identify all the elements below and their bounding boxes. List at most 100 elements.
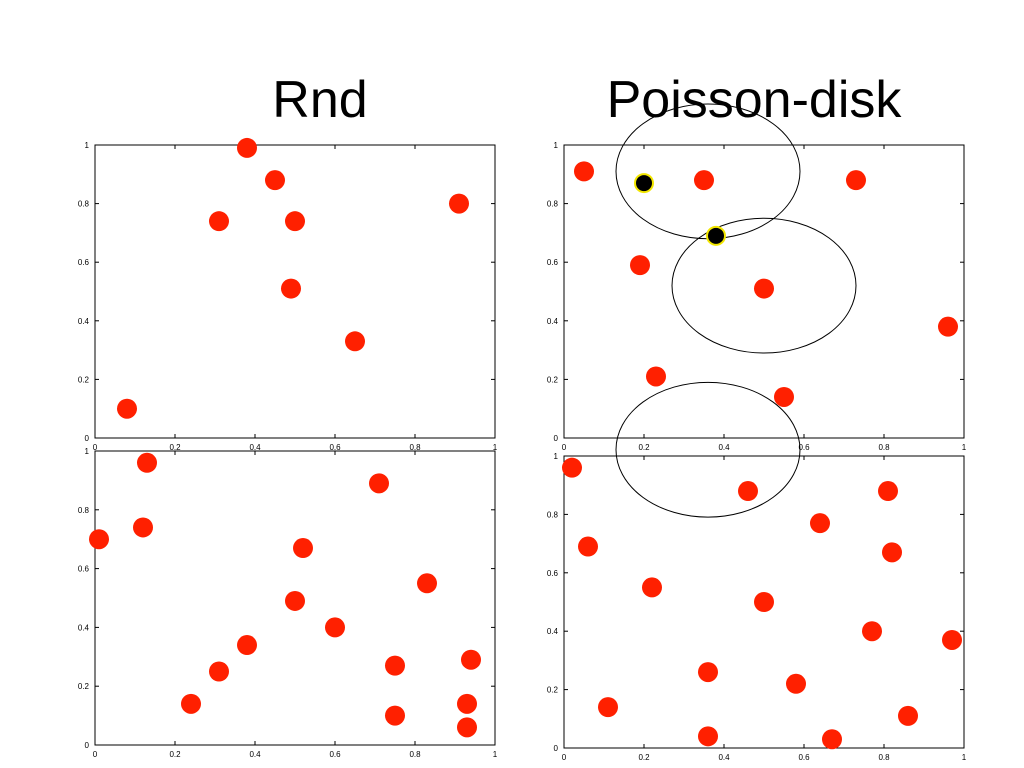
sample-point (786, 673, 806, 694)
x-tick-label: 0 (93, 443, 98, 452)
sample-point (325, 617, 345, 638)
y-tick-label: 0.6 (78, 258, 90, 267)
y-tick-label: 0.6 (547, 569, 559, 578)
sample-point (642, 577, 662, 598)
x-tick-label: 0.6 (798, 443, 810, 452)
x-tick-label: 0.4 (249, 443, 261, 452)
y-tick-label: 0.8 (78, 506, 90, 515)
sample-point (774, 386, 794, 407)
sample-point (578, 536, 598, 557)
y-tick-label: 0.2 (78, 375, 90, 384)
sample-point (738, 481, 758, 502)
sample-point (265, 170, 285, 191)
sample-point (369, 473, 389, 494)
panel-bottom-left: 0 0.2 0.4 0.6 0.8 1 0 0.2 0.4 0.6 0.8 1 (78, 447, 498, 759)
sample-point (598, 697, 618, 718)
sample-point (942, 629, 962, 650)
sample-point (281, 278, 301, 299)
y-tick-label: 1 (85, 447, 90, 456)
x-tick-label: 1 (493, 443, 498, 452)
plot-frame-top-right (563, 144, 965, 439)
y-tick-label: 0.2 (78, 682, 90, 691)
sample-point (754, 278, 774, 299)
sample-point (209, 211, 229, 232)
panel-top-right: 00.20.40.60.810 0.2 0.4 0.6 0.8 1 (547, 103, 967, 518)
panels-group: 00.20.40.60.810 0.2 0.4 0.6 0.8 100.20.40.60.… (78, 103, 967, 762)
sample-point (457, 717, 477, 738)
sample-point (630, 255, 650, 276)
sample-point (385, 705, 405, 726)
sample-point (822, 729, 842, 750)
x-tick-label: 0.6 (798, 753, 810, 762)
sample-point (449, 193, 469, 214)
y-tick-label: 0 (85, 434, 90, 443)
y-tick-label: 0 (554, 744, 559, 753)
y-tick-label: 0.4 (547, 627, 559, 636)
y-tick-label: 1 (554, 141, 559, 150)
x-tick-label: 0 (562, 443, 567, 452)
x-tick-label: 0.6 (329, 750, 341, 759)
x-tick-label: 0.2 (638, 443, 650, 452)
sample-point (810, 513, 830, 534)
x-tick-label: 0.8 (878, 753, 890, 762)
sample-point (457, 693, 477, 714)
sample-point (137, 452, 157, 473)
y-tick-label: 0 (85, 741, 90, 750)
sample-point (237, 635, 257, 656)
x-tick-label: 0.4 (718, 443, 730, 452)
sample-point (237, 137, 257, 158)
sample-point (698, 726, 718, 747)
x-tick-label: 0.8 (409, 443, 421, 452)
x-tick-label: 0.2 (638, 753, 650, 762)
sample-point (898, 705, 918, 726)
sample-point (285, 211, 305, 232)
sample-point (209, 661, 229, 682)
sample-point (89, 529, 109, 550)
poisson-disk-circle (671, 217, 857, 354)
y-tick-label: 0.8 (78, 200, 90, 209)
sample-point (181, 693, 201, 714)
x-tick-label: 1 (962, 753, 967, 762)
title-rnd: Rnd (272, 71, 367, 129)
sample-point (345, 331, 365, 352)
sample-point (694, 170, 714, 191)
sample-point (938, 316, 958, 337)
sample-point (385, 655, 405, 676)
x-tick-label: 1 (493, 750, 498, 759)
sample-point (882, 542, 902, 563)
y-tick-label: 0.8 (547, 200, 559, 209)
x-tick-label: 0.2 (169, 750, 181, 759)
sample-point (461, 649, 481, 670)
y-tick-label: 0.4 (78, 623, 90, 632)
sample-point (862, 621, 882, 642)
sample-point (117, 398, 137, 419)
x-tick-label: 0.4 (249, 750, 261, 759)
x-tick-label: 0 (93, 750, 98, 759)
highlight-point (634, 173, 654, 194)
y-tick-label: 1 (85, 141, 90, 150)
x-tick-label: 0.8 (409, 750, 421, 759)
title-poisson-disk: Poisson-disk (607, 71, 903, 129)
sample-point (285, 590, 305, 611)
poisson-disk-circle (615, 381, 801, 518)
y-tick-label: 1 (554, 452, 559, 461)
y-tick-label: 0.6 (78, 565, 90, 574)
sample-point (646, 366, 666, 387)
x-tick-label: 0.4 (718, 753, 730, 762)
sample-point (133, 517, 153, 538)
sample-point (698, 662, 718, 683)
y-tick-label: 0.4 (547, 317, 559, 326)
sample-point (846, 170, 866, 191)
x-tick-label: 0 (562, 753, 567, 762)
sample-point (878, 481, 898, 502)
highlight-point (706, 225, 726, 246)
x-tick-label: 0.8 (878, 443, 890, 452)
y-tick-label: 0.2 (547, 686, 559, 695)
sample-point (574, 161, 594, 182)
y-tick-label: 0.2 (547, 375, 559, 384)
panel-top-left: 0 0.2 0.4 0.6 0.8 1 0 0.2 0.4 0.6 0.8 1 (78, 137, 498, 452)
plot-frame-bottom-left (94, 450, 496, 746)
y-tick-label: 0.6 (547, 258, 559, 267)
y-tick-label: 0.4 (78, 317, 90, 326)
